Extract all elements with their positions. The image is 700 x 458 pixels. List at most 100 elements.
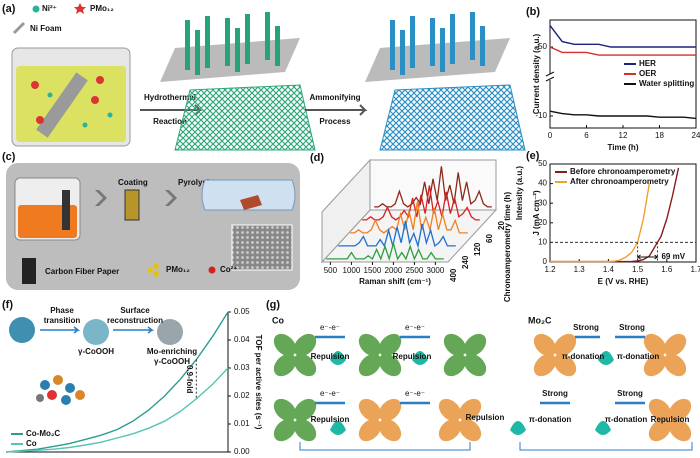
panel-g-shape-shape [458, 418, 482, 442]
panel-g-shape-shape [330, 351, 346, 365]
panel-a-shape-shape [225, 18, 230, 66]
panel-c-shape [153, 263, 159, 269]
y-tick-label: 30 [538, 198, 547, 207]
panel-g-shape-shape [378, 418, 402, 442]
panel-a-shape [82, 122, 88, 128]
x-tick-label: 3000 [427, 266, 445, 275]
panel-g-shape-shape [358, 333, 382, 357]
label-text: π-donation [617, 352, 660, 361]
spectrum-line [326, 240, 444, 262]
y-tick-label: 0.05 [234, 307, 250, 316]
product-text: γ-CoOOH [154, 357, 190, 366]
panel-f-scheme-shape [157, 319, 183, 345]
panel-c: (c) Coating Pyrolysis Carbon Fiber Paper… [2, 151, 300, 290]
y-tick-label: 0.03 [234, 363, 250, 372]
panel-g-shape-shape [553, 333, 577, 357]
legend-text: OER [639, 69, 657, 78]
panel-g-shape-shape [330, 421, 346, 435]
panel-a-shape [36, 72, 88, 138]
series-line [5, 367, 229, 453]
panel-g-shape-shape [443, 353, 467, 377]
step-text: Coating [118, 178, 148, 187]
legend-text: Carbon Fiber Paper [45, 267, 119, 276]
panel-a-shape-shape [390, 20, 395, 70]
x-tick-label: 1.6 [661, 265, 673, 274]
y-tick-label: 50 [538, 159, 547, 168]
panel-g-shape [315, 335, 645, 405]
panel-a-shape [31, 81, 39, 89]
step-text: Ammonifying [309, 93, 360, 102]
legend-text: Water splitting [639, 79, 694, 88]
side-plane [321, 158, 371, 264]
panel-g-shape-shape [663, 333, 687, 357]
panel-g-shape-shape [438, 418, 462, 442]
panel-g-shape-shape [273, 333, 297, 357]
legend-text: Co²⁺ [220, 265, 238, 274]
x-tick-label: 2500 [406, 266, 424, 275]
y-axis-title: TOF per active sites (s⁻¹) [254, 335, 263, 430]
z-tick-label: 20 [497, 221, 506, 230]
label-text: π-donation [605, 415, 648, 424]
panel-a-shape-shape [245, 14, 250, 64]
label-text: e⁻-e⁻ [405, 323, 425, 332]
panel-f-scheme-shape [83, 319, 109, 345]
panel-g-shape-shape [643, 333, 667, 357]
product-text: Mo-enriching [147, 347, 197, 356]
series-line [5, 311, 229, 453]
x-axis-title: Raman shift (cm⁻¹) [359, 277, 431, 286]
panel-a-shape-shape [400, 30, 405, 75]
panel-a-shape [36, 116, 44, 124]
panel-g-shape-shape [668, 418, 692, 442]
legend-text: HER [639, 59, 656, 68]
panel-g-shape-shape [533, 333, 557, 357]
back-plane [369, 159, 497, 211]
panel-a-shape [47, 92, 53, 98]
y-tick-label: 20 [538, 218, 547, 227]
panel-g-shape-shape [510, 421, 526, 435]
panel-a-shape [379, 84, 526, 151]
legend-text: Co [26, 439, 37, 448]
panel-g-shape [299, 442, 693, 451]
annotation: 0.9-fold [185, 365, 194, 394]
y-axis-title: Current density (a.u.) [532, 33, 541, 114]
panel-f-scheme-shape-shape [40, 380, 50, 390]
label-text: Repulsion [311, 415, 350, 424]
panel-label: (g) [266, 299, 280, 311]
step-text: Process [319, 117, 351, 126]
x-tick-label: 1.2 [544, 265, 556, 274]
y-tick-label: 50 [538, 42, 547, 51]
panel-a-shape-shape [275, 26, 280, 66]
x-tick-label: 6 [584, 131, 589, 140]
step-text: Surface [120, 306, 150, 315]
panel-g-shape-shape [273, 418, 297, 442]
panel-a-shape [365, 38, 510, 82]
panel-a-shape-shape [195, 30, 200, 75]
label-text: Strong [542, 389, 568, 398]
z-axis-title: Chronoamperometry time (h) [503, 192, 512, 303]
panel-c-shape [231, 224, 293, 271]
panel-g-shape [273, 333, 487, 442]
panel-a-shape-shape [185, 20, 190, 70]
x-tick-label: 1.7 [690, 265, 700, 274]
label-text: Repulsion [393, 352, 432, 361]
panel-f-scheme-shape-shape [47, 390, 57, 400]
step-text: Reaction [153, 117, 187, 126]
panel-a-shape [185, 12, 280, 75]
label-text: Strong [573, 323, 599, 332]
label-text: e⁻-e⁻ [320, 323, 340, 332]
step-text: Pyrolysis [178, 178, 214, 187]
x-tick-label: 18 [655, 131, 664, 140]
panel-g-shape-shape [438, 398, 462, 422]
spectrum-line [338, 220, 456, 249]
x-tick-label: 24 [692, 131, 700, 140]
panel-a-shape [174, 84, 316, 151]
spectrum-line [374, 166, 492, 208]
panel-g-shape [358, 333, 692, 442]
x-tick-label: 1000 [343, 266, 361, 275]
panel-a: (a) Ni²⁺ PMo₁₂ Ni Foam Hydrothermal Reac… [2, 3, 526, 151]
panel-g-shape-shape [463, 333, 487, 357]
panel-label: (b) [526, 6, 540, 18]
panel-c-shape [165, 190, 177, 206]
legend-text: Before chronoamperometry [570, 167, 676, 176]
panel-g-shape-shape [598, 351, 614, 365]
